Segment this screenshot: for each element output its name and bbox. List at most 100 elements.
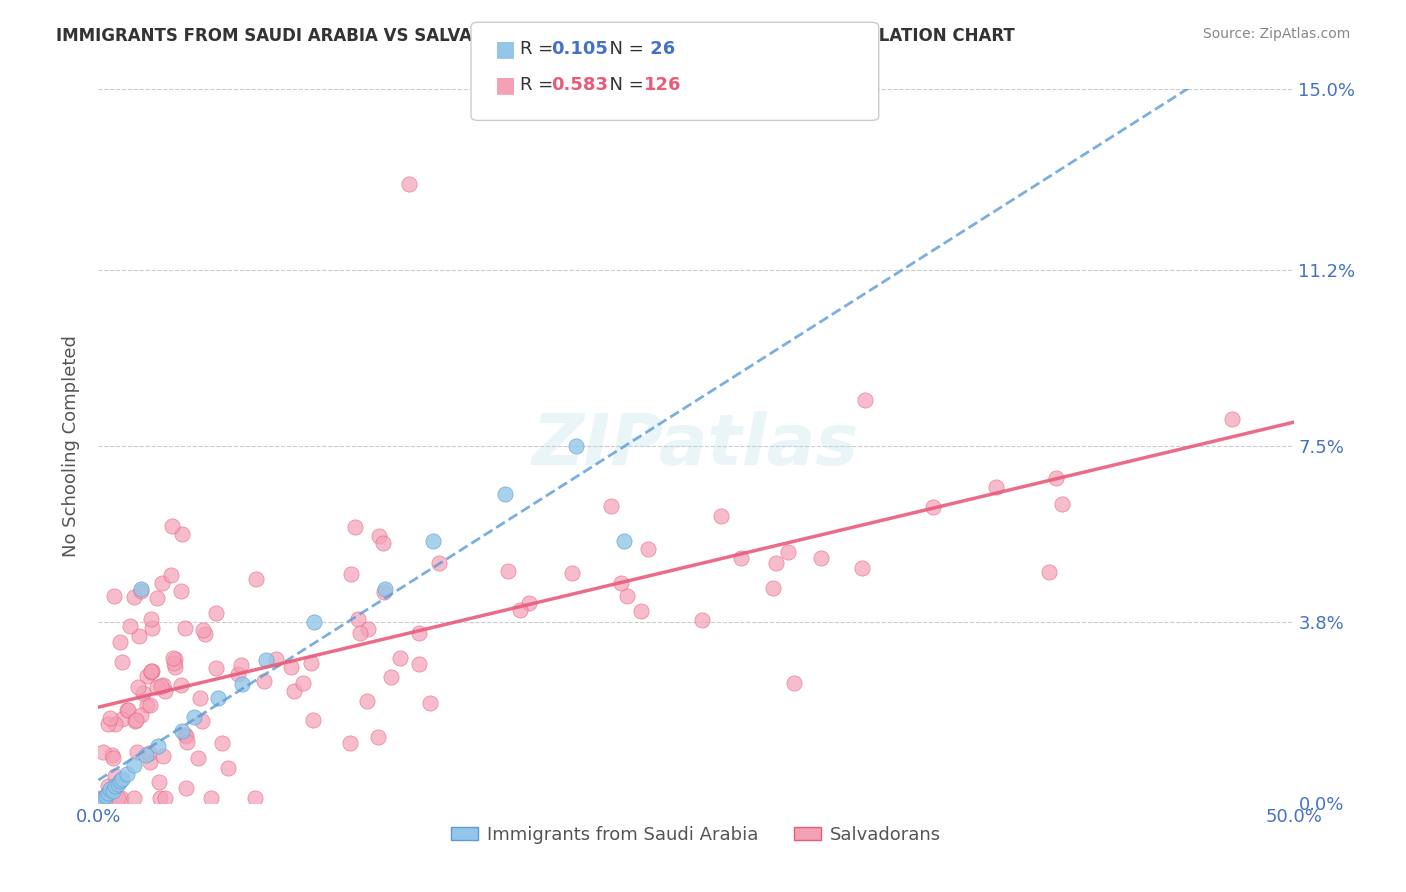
Point <box>193 623 215 637</box>
Point <box>172 724 194 739</box>
Text: ZIPatlas: ZIPatlas <box>533 411 859 481</box>
Point <box>389 650 412 665</box>
Text: R =: R = <box>520 76 560 94</box>
Point <box>148 775 170 789</box>
Point <box>90 793 112 807</box>
Point <box>254 653 277 667</box>
Point <box>148 739 170 753</box>
Point <box>373 584 395 599</box>
Point <box>115 767 138 781</box>
Point <box>124 714 146 728</box>
Point <box>90 791 112 805</box>
Point <box>302 713 325 727</box>
Point <box>765 557 787 571</box>
Point <box>153 791 176 805</box>
Point <box>172 527 194 541</box>
Point <box>176 735 198 749</box>
Point <box>710 508 733 523</box>
Point <box>169 584 191 599</box>
Point <box>98 711 122 725</box>
Point <box>380 670 402 684</box>
Point <box>245 572 267 586</box>
Point <box>138 698 160 713</box>
Point <box>91 791 114 805</box>
Point <box>117 703 139 717</box>
Y-axis label: No Schooling Completed: No Schooling Completed <box>62 335 80 557</box>
Point <box>517 595 540 609</box>
Point <box>162 519 184 533</box>
Point <box>150 575 173 590</box>
Point <box>125 714 148 728</box>
Point <box>104 779 127 793</box>
Point <box>149 680 172 694</box>
Point <box>155 684 177 698</box>
Point <box>146 591 169 606</box>
Point <box>141 621 163 635</box>
Point <box>776 544 799 558</box>
Text: ■: ■ <box>495 39 516 59</box>
Point <box>367 731 389 745</box>
Text: 26: 26 <box>644 40 675 58</box>
Point <box>174 621 197 635</box>
Point <box>302 615 325 629</box>
Point <box>613 534 636 549</box>
Point <box>127 746 149 760</box>
Point <box>339 736 361 750</box>
Point <box>160 567 183 582</box>
Point <box>152 678 174 692</box>
Point <box>135 748 157 763</box>
Point <box>108 634 131 648</box>
Point <box>610 576 633 591</box>
Point <box>97 717 120 731</box>
Point <box>174 729 197 743</box>
Point <box>104 717 127 731</box>
Text: Source: ZipAtlas.com: Source: ZipAtlas.com <box>1202 27 1350 41</box>
Point <box>690 613 713 627</box>
Point <box>373 535 395 549</box>
Point <box>124 757 146 772</box>
Point <box>183 710 205 724</box>
Point <box>851 560 873 574</box>
Point <box>108 774 131 789</box>
Point <box>205 661 228 675</box>
Point <box>139 665 162 680</box>
Point <box>187 750 209 764</box>
Point <box>174 728 197 742</box>
Point <box>340 567 363 582</box>
Point <box>129 707 152 722</box>
Point <box>146 680 169 694</box>
Point <box>762 581 785 595</box>
Point <box>637 542 659 557</box>
Point <box>374 582 396 596</box>
Point <box>494 486 516 500</box>
Point <box>163 656 186 670</box>
Point <box>94 789 117 803</box>
Point <box>408 657 430 671</box>
Point <box>422 534 444 549</box>
Text: R =: R = <box>520 40 560 58</box>
Point <box>163 660 186 674</box>
Point <box>152 748 174 763</box>
Point <box>120 619 142 633</box>
Text: ■: ■ <box>495 75 516 95</box>
Point <box>191 714 214 729</box>
Point <box>299 656 322 670</box>
Point <box>1220 411 1243 425</box>
Point <box>217 760 239 774</box>
Text: 126: 126 <box>644 76 682 94</box>
Point <box>783 676 806 690</box>
Point <box>127 680 149 694</box>
Point <box>427 556 450 570</box>
Point <box>98 781 122 796</box>
Point <box>188 690 211 705</box>
Point <box>97 779 120 793</box>
Point <box>226 666 249 681</box>
Point <box>347 612 370 626</box>
Point <box>107 777 129 791</box>
Point <box>211 736 233 750</box>
Point <box>1045 471 1067 485</box>
Point <box>921 500 943 514</box>
Point <box>264 652 287 666</box>
Point <box>986 480 1008 494</box>
Point <box>349 626 371 640</box>
